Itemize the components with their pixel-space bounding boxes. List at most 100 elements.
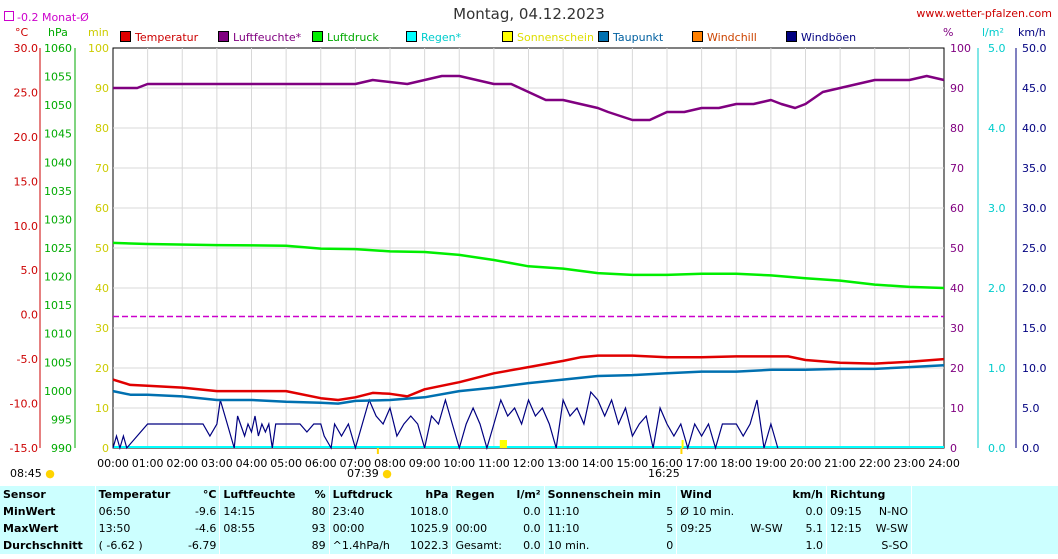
tick-temp: 5.0 — [21, 264, 39, 277]
stats-cell-wind: 0.0 — [805, 505, 824, 518]
col-wind: Wind — [676, 486, 786, 503]
legend-label-luftfeuchte: Luftfeuchte* — [233, 31, 302, 44]
chart-title: Montag, 04.12.2023 — [453, 5, 605, 23]
tick-kmh: 15.0 — [1022, 322, 1047, 335]
tick-temp: 10.0 — [14, 220, 39, 233]
stats-cell-wind_dir — [743, 503, 785, 520]
tick-pct: 0 — [950, 442, 957, 455]
monthly-average-swatch — [4, 11, 14, 21]
tick-kmh: 25.0 — [1022, 242, 1047, 255]
tick-hpa: 1020 — [44, 271, 72, 284]
legend-label-regen: Regen* — [421, 31, 462, 44]
series-luftdruck — [112, 241, 945, 290]
legend-swatch-temperatur — [120, 31, 131, 42]
tick-time: 14:00 — [582, 457, 614, 470]
tick-pct: 50 — [950, 242, 964, 255]
stats-cell-wind_dir — [743, 537, 785, 554]
stats-cell-sun: 0 — [666, 539, 674, 552]
tick-kmh: 20.0 — [1022, 282, 1047, 295]
legend-label-luftdruck: Luftdruck — [327, 31, 379, 44]
stats-cell-hum_time: 08:55 — [219, 520, 307, 537]
stats-cell-dir_time: 12:15 — [826, 520, 869, 537]
stats-cell-label: Durchschnitt — [3, 539, 83, 552]
unit-kmh: km/h — [1018, 26, 1046, 39]
col-press-unit: hPa — [425, 488, 449, 501]
tick-pct: 40 — [950, 282, 964, 295]
tick-lm2: 3.0 — [988, 202, 1006, 215]
tick-min: 40 — [95, 282, 109, 295]
stats-cell-temp_time: 06:50 — [94, 503, 182, 520]
tick-hpa: 1005 — [44, 356, 72, 369]
series-taupunkt — [112, 364, 945, 405]
stats-cell-sun: 5 — [666, 505, 674, 518]
tick-time: 00:00 — [97, 457, 129, 470]
tick-pct: 10 — [950, 402, 964, 415]
tick-time: 03:00 — [201, 457, 233, 470]
tick-time: 08:00 — [374, 457, 406, 470]
site-link[interactable]: www.wetter-pfalzen.com — [916, 7, 1052, 20]
tick-pct: 90 — [950, 82, 964, 95]
stats-cell-label: MinWert — [3, 505, 56, 518]
tick-temp: -5.0 — [17, 353, 38, 366]
tick-hpa: 1000 — [44, 385, 72, 398]
tick-time: 10:00 — [443, 457, 475, 470]
tick-hpa: 1010 — [44, 328, 72, 341]
legend-label-sonnenschein: Sonnenschein — [517, 31, 594, 44]
legend-swatch-windboeen — [786, 31, 797, 42]
tick-temp: 25.0 — [14, 86, 39, 99]
unit-min: min — [88, 26, 109, 39]
tick-time: 01:00 — [132, 457, 164, 470]
stats-spacer — [911, 520, 1058, 537]
stats-cell-wind: 5.1 — [805, 522, 824, 535]
sunset-marker: 16:25 — [648, 467, 680, 480]
tick-hpa: 1015 — [44, 299, 72, 312]
col-sonnenschein: Sonnenschein min — [543, 486, 677, 503]
tick-pct: 60 — [950, 202, 964, 215]
col-hum-unit: % — [314, 488, 326, 501]
tick-time: 24:00 — [928, 457, 960, 470]
tick-time: 04:00 — [236, 457, 268, 470]
tick-temp: 20.0 — [14, 131, 39, 144]
col-temperatur: Temperatur — [94, 486, 182, 503]
legend-label-taupunkt: Taupunkt — [613, 31, 664, 44]
tick-kmh: 50.0 — [1022, 42, 1047, 55]
tick-kmh: 5.0 — [1022, 402, 1040, 415]
legend-swatch-luftfeuchte — [218, 31, 229, 42]
tick-lm2: 2.0 — [988, 282, 1006, 295]
tick-min: 30 — [95, 322, 109, 335]
legend-label-windboeen: Windböen — [801, 31, 857, 44]
tick-kmh: 45.0 — [1022, 82, 1047, 95]
stats-row-durchschnitt: Durchschnitt ( -6.62 ) -6.79 89 ^1.4hPa/h 102… — [0, 537, 1058, 554]
series-sonnenschein-bar — [503, 440, 506, 448]
legend-item-temperatur: Temperatur — [120, 31, 198, 44]
legend-label-temperatur: Temperatur — [135, 31, 199, 44]
stats-cell-temp: -9.6 — [194, 505, 217, 518]
tick-lm2: 1.0 — [988, 362, 1006, 375]
stats-cell-rain: 0.0 — [523, 522, 541, 535]
tick-hpa: 1030 — [44, 213, 72, 226]
tick-pct: 100 — [950, 42, 971, 55]
tick-lm2: 0.0 — [988, 442, 1006, 455]
tick-time: 07:00 — [340, 457, 372, 470]
bottom-left-time: 08:45 ● — [10, 467, 55, 480]
tick-temp: 30.0 — [14, 42, 39, 55]
col-rain-unit: l/m² — [516, 488, 541, 501]
stats-cell-hum: 80 — [311, 505, 326, 518]
stats-cell-temp_time: ( -6.62 ) — [94, 537, 182, 554]
stats-cell-sun_time: 10 min. — [543, 537, 648, 554]
unit-lm2: l/m² — [982, 26, 1004, 39]
tick-pct: 70 — [950, 162, 964, 175]
tick-time: 18:00 — [720, 457, 752, 470]
unit-temp: °C — [15, 26, 29, 39]
tick-temp: 15.0 — [14, 175, 39, 188]
stats-row-minwert: MinWert 06:50 -9.6 14:15 80 23:40 1018.0 0.0 11:… — [0, 503, 1058, 520]
tick-hpa: 1050 — [44, 99, 72, 112]
tick-min: 20 — [95, 362, 109, 375]
tick-lm2: 5.0 — [988, 42, 1006, 55]
legend-item-luftfeuchte: Luftfeuchte* — [218, 31, 301, 44]
unit-hpa: hPa — [48, 26, 68, 39]
stats-cell-hum_time — [219, 537, 307, 554]
tick-min: 80 — [95, 122, 109, 135]
stats-spacer — [911, 503, 1058, 520]
stats-cell-temp: -4.6 — [194, 522, 217, 535]
